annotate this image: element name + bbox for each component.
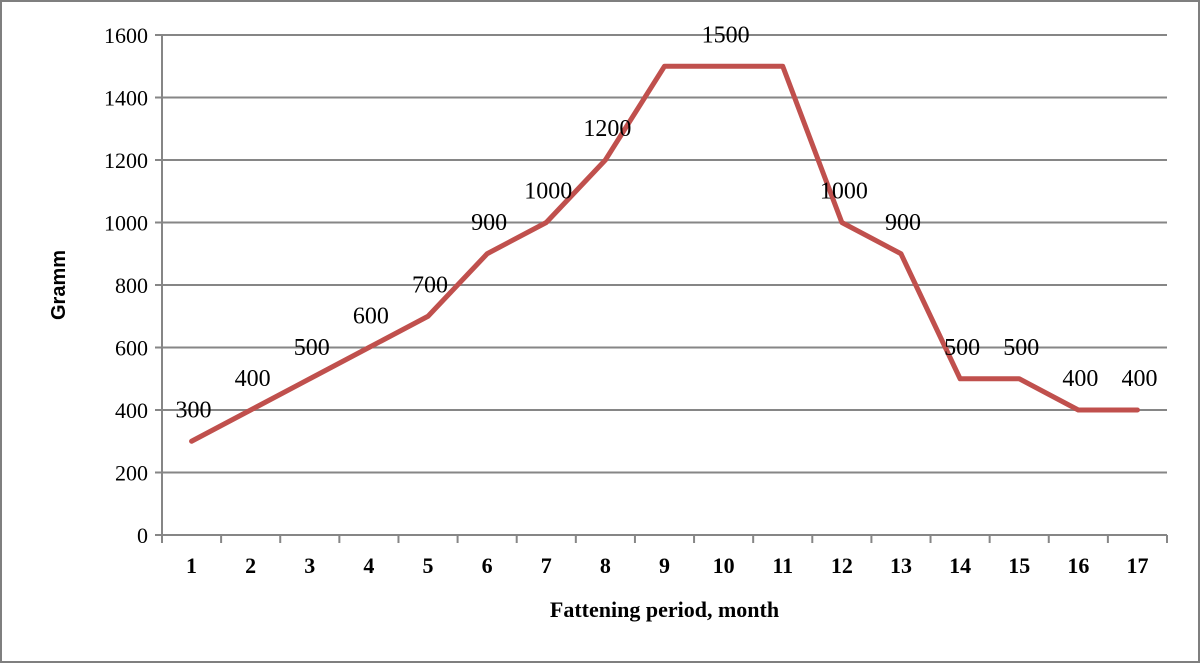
data-label: 900 — [471, 210, 507, 236]
series-line — [189, 63, 1140, 444]
y-tick-label: 1600 — [104, 23, 148, 48]
x-tick-label: 10 — [713, 553, 735, 578]
y-tick-label: 1400 — [104, 86, 148, 111]
x-tick-label: 17 — [1126, 553, 1148, 578]
data-label: 300 — [176, 397, 212, 423]
axes — [155, 34, 1168, 543]
x-axis-ticks: 1 2 3 4 5 6 7 8 9 10 11 12 13 14 15 16 17 — [186, 553, 1148, 578]
data-label: 400 — [1062, 366, 1098, 392]
x-tick-label: 8 — [600, 553, 611, 578]
y-tick-label: 200 — [115, 461, 148, 486]
x-axis-title: Fattening period, month — [550, 597, 779, 622]
y-tick-label: 0 — [137, 523, 148, 548]
data-label: 400 — [235, 366, 271, 392]
y-tick-label: 1200 — [104, 148, 148, 173]
data-label: 1200 — [583, 116, 631, 142]
x-tick-label: 16 — [1067, 553, 1089, 578]
x-tick-label: 13 — [890, 553, 912, 578]
y-tick-label: 800 — [115, 273, 148, 298]
data-label: 1000 — [524, 179, 572, 205]
y-tick-label: 600 — [115, 336, 148, 361]
data-label: 400 — [1121, 366, 1157, 392]
data-label: 500 — [944, 335, 980, 361]
x-tick-label: 6 — [482, 553, 493, 578]
x-tick-label: 1 — [186, 553, 197, 578]
x-tick-label: 7 — [541, 553, 552, 578]
data-label: 500 — [294, 335, 330, 361]
series-layer — [189, 63, 1140, 444]
y-axis-ticks: 0 200 400 600 800 1000 1200 1400 1600 — [104, 23, 148, 548]
x-tick-label: 2 — [245, 553, 256, 578]
y-axis-title: Gramm — [48, 250, 70, 320]
data-label: 600 — [353, 304, 389, 330]
data-label: 900 — [885, 210, 921, 236]
y-tick-label: 400 — [115, 398, 148, 423]
y-tick-label: 1000 — [104, 211, 148, 236]
data-labels: 300 400 500 600 700 900 1000 1200 1500 1000 900 500… — [176, 22, 1158, 423]
x-tick-label: 9 — [659, 553, 670, 578]
data-label: 1500 — [702, 22, 750, 48]
x-tick-label: 15 — [1008, 553, 1030, 578]
data-label: 1000 — [820, 179, 868, 205]
x-tick-label: 5 — [423, 553, 434, 578]
x-tick-label: 4 — [363, 553, 374, 578]
x-tick-label: 3 — [304, 553, 315, 578]
data-label: 500 — [1003, 335, 1039, 361]
x-tick-label: 14 — [949, 553, 971, 578]
x-tick-label: 11 — [772, 553, 793, 578]
gridlines — [162, 34, 1167, 474]
data-label: 700 — [412, 272, 448, 298]
x-tick-label: 12 — [831, 553, 853, 578]
